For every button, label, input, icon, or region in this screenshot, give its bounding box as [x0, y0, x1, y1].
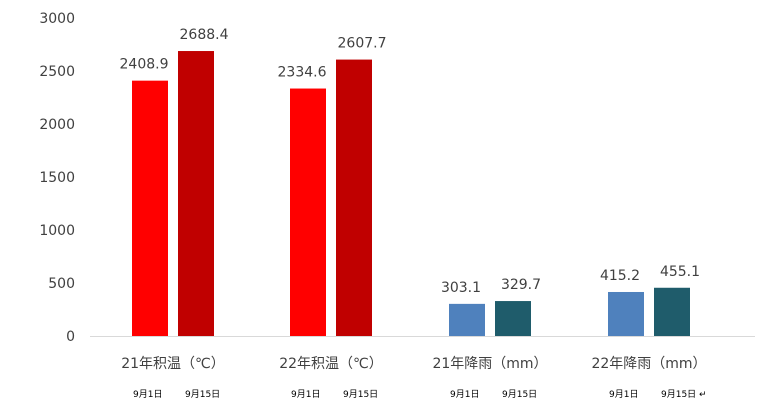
bar [336, 59, 372, 336]
date-sublabel: 9月1日 [291, 389, 320, 400]
x-category-label: 21年降雨（mm） [432, 356, 547, 372]
date-sublabel: 9月15日 [343, 389, 378, 400]
date-sublabel: 9月1日 [609, 389, 638, 400]
data-label: 303.1 [441, 280, 481, 296]
x-category-label: 22年积温（℃） [279, 356, 383, 372]
data-label: 455.1 [660, 264, 700, 280]
y-tick-label: 0 [66, 329, 75, 345]
data-label: 329.7 [501, 277, 541, 293]
bar [178, 51, 214, 336]
y-tick-label: 2000 [39, 117, 75, 133]
bar [654, 287, 690, 336]
data-label: 2688.4 [180, 27, 229, 43]
date-sublabel: 9月1日 [133, 389, 162, 400]
bar [132, 80, 168, 336]
y-tick-label: 1500 [39, 170, 75, 186]
date-sublabel: 9月15日 ↵ [661, 389, 707, 400]
date-sublabel: 9月1日 [450, 389, 479, 400]
data-label: 2334.6 [278, 65, 327, 81]
data-label: 2408.9 [120, 57, 169, 73]
y-tick-label: 1000 [39, 223, 75, 239]
bar [608, 291, 644, 336]
y-tick-label: 2500 [39, 64, 75, 80]
bar [495, 301, 531, 336]
date-sublabel: 9月15日 [502, 389, 537, 400]
y-tick-label: 3000 [39, 11, 75, 27]
date-sublabel: 9月15日 [185, 389, 220, 400]
x-category-label: 22年降雨（mm） [591, 356, 706, 372]
data-label: 2607.7 [338, 36, 387, 52]
data-label: 415.2 [600, 268, 640, 284]
bar [449, 303, 485, 336]
y-tick-label: 500 [48, 276, 75, 292]
bar [290, 88, 326, 336]
x-category-label: 21年积温（℃） [121, 356, 225, 372]
